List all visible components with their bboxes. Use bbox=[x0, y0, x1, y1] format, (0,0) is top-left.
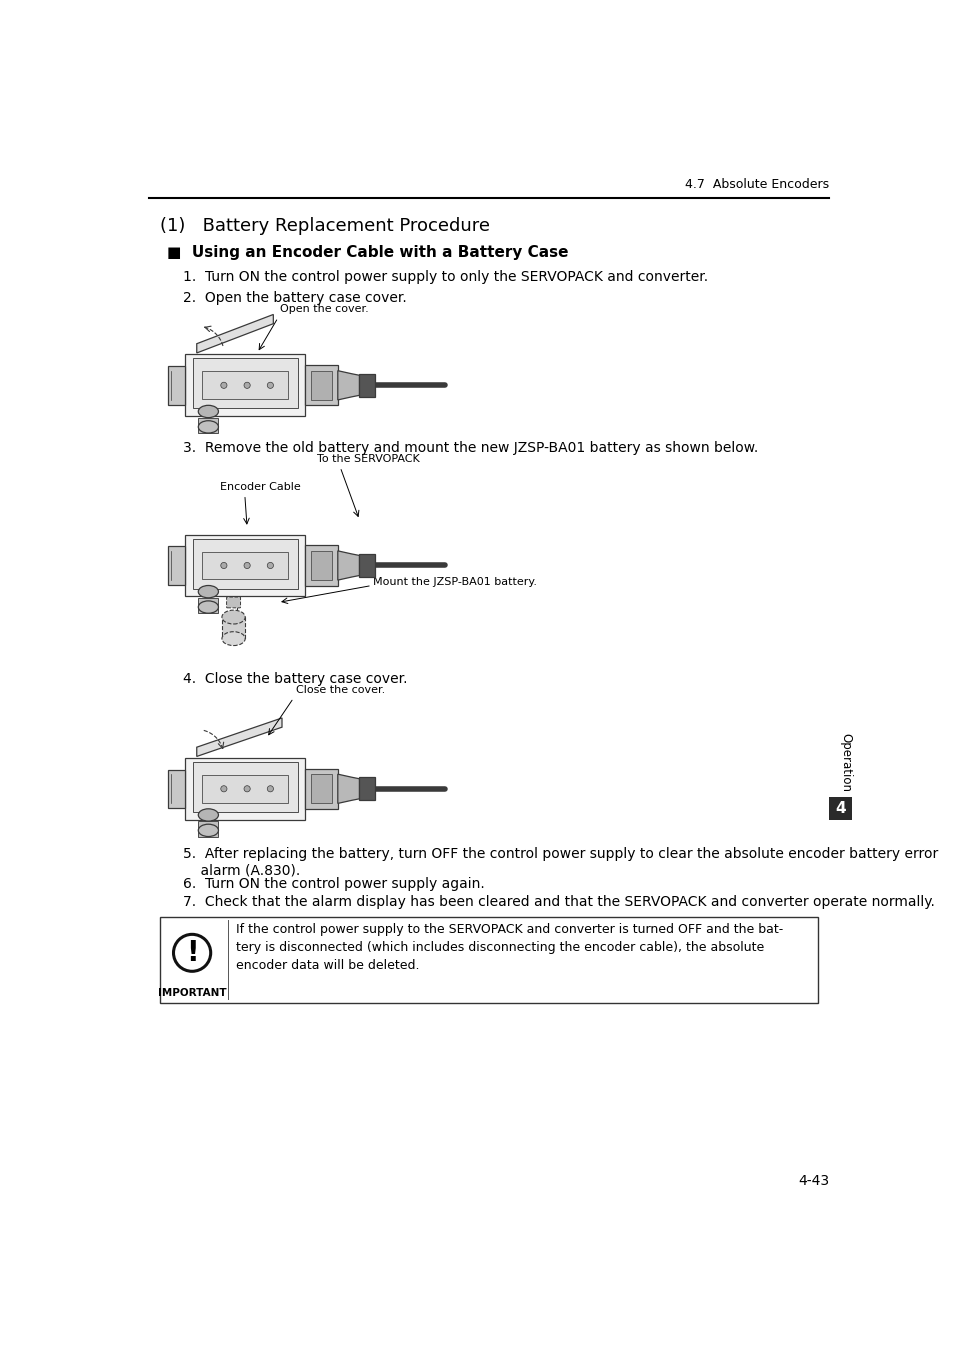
Ellipse shape bbox=[198, 601, 218, 613]
FancyBboxPatch shape bbox=[305, 545, 337, 586]
Polygon shape bbox=[337, 551, 359, 580]
FancyBboxPatch shape bbox=[185, 535, 305, 597]
Polygon shape bbox=[337, 371, 359, 400]
Text: 4-43: 4-43 bbox=[798, 1173, 828, 1188]
FancyBboxPatch shape bbox=[202, 371, 288, 400]
Circle shape bbox=[267, 382, 274, 389]
Polygon shape bbox=[196, 315, 274, 352]
Text: 3.  Remove the old battery and mount the new JZSP-BA01 battery as shown below.: 3. Remove the old battery and mount the … bbox=[183, 440, 758, 455]
Text: If the control power supply to the SERVOPACK and converter is turned OFF and the: If the control power supply to the SERVO… bbox=[235, 923, 781, 972]
FancyBboxPatch shape bbox=[828, 798, 852, 821]
Text: (1)   Battery Replacement Procedure: (1) Battery Replacement Procedure bbox=[159, 217, 489, 235]
Circle shape bbox=[244, 563, 250, 568]
Text: 1.  Turn ON the control power supply to only the SERVOPACK and converter.: 1. Turn ON the control power supply to o… bbox=[183, 270, 707, 284]
FancyBboxPatch shape bbox=[193, 539, 297, 589]
Ellipse shape bbox=[198, 421, 218, 433]
FancyBboxPatch shape bbox=[305, 768, 337, 809]
FancyBboxPatch shape bbox=[193, 358, 297, 409]
Ellipse shape bbox=[198, 405, 218, 417]
FancyBboxPatch shape bbox=[198, 598, 218, 613]
Text: 2.  Open the battery case cover.: 2. Open the battery case cover. bbox=[183, 292, 406, 305]
Text: 4.7  Absolute Encoders: 4.7 Absolute Encoders bbox=[684, 178, 828, 192]
FancyBboxPatch shape bbox=[311, 371, 332, 400]
Text: Close the cover.: Close the cover. bbox=[295, 684, 385, 695]
FancyBboxPatch shape bbox=[168, 547, 185, 585]
Text: To the SERVOPACK: To the SERVOPACK bbox=[316, 454, 419, 464]
FancyBboxPatch shape bbox=[185, 355, 305, 416]
FancyBboxPatch shape bbox=[311, 774, 332, 803]
Ellipse shape bbox=[222, 632, 245, 645]
Text: !: ! bbox=[186, 938, 198, 967]
FancyBboxPatch shape bbox=[198, 417, 218, 433]
FancyBboxPatch shape bbox=[193, 761, 297, 811]
FancyBboxPatch shape bbox=[159, 917, 818, 1003]
FancyBboxPatch shape bbox=[202, 552, 288, 579]
Ellipse shape bbox=[222, 610, 245, 624]
FancyBboxPatch shape bbox=[185, 757, 305, 819]
Bar bbox=[222, 617, 245, 639]
Circle shape bbox=[220, 382, 227, 389]
Circle shape bbox=[267, 786, 274, 792]
Circle shape bbox=[220, 786, 227, 792]
Ellipse shape bbox=[198, 809, 218, 821]
Text: IMPORTANT: IMPORTANT bbox=[157, 988, 226, 998]
Text: ■  Using an Encoder Cable with a Battery Case: ■ Using an Encoder Cable with a Battery … bbox=[167, 246, 568, 261]
FancyBboxPatch shape bbox=[202, 775, 288, 803]
Text: 4: 4 bbox=[835, 802, 845, 817]
Text: 7.  Check that the alarm display has been cleared and that the SERVOPACK and con: 7. Check that the alarm display has been… bbox=[183, 895, 934, 909]
Text: Operation: Operation bbox=[838, 733, 851, 792]
FancyBboxPatch shape bbox=[168, 366, 185, 405]
FancyBboxPatch shape bbox=[168, 769, 185, 809]
Circle shape bbox=[244, 786, 250, 792]
Text: 6.  Turn ON the control power supply again.: 6. Turn ON the control power supply agai… bbox=[183, 876, 484, 891]
Ellipse shape bbox=[198, 586, 218, 598]
Circle shape bbox=[220, 563, 227, 568]
FancyBboxPatch shape bbox=[359, 374, 375, 397]
Ellipse shape bbox=[198, 825, 218, 837]
FancyBboxPatch shape bbox=[305, 366, 337, 405]
Polygon shape bbox=[196, 718, 282, 756]
FancyBboxPatch shape bbox=[311, 551, 332, 580]
FancyBboxPatch shape bbox=[227, 597, 240, 608]
Circle shape bbox=[267, 563, 274, 568]
Text: Open the cover.: Open the cover. bbox=[280, 305, 369, 315]
Circle shape bbox=[173, 934, 211, 971]
Text: Encoder Cable: Encoder Cable bbox=[220, 482, 300, 491]
FancyBboxPatch shape bbox=[359, 778, 375, 801]
Polygon shape bbox=[337, 774, 359, 803]
Circle shape bbox=[244, 382, 250, 389]
Text: 5.  After replacing the battery, turn OFF the control power supply to clear the : 5. After replacing the battery, turn OFF… bbox=[183, 848, 937, 878]
Text: 4.  Close the battery case cover.: 4. Close the battery case cover. bbox=[183, 672, 407, 686]
FancyBboxPatch shape bbox=[359, 554, 375, 576]
Text: Mount the JZSP-BA01 battery.: Mount the JZSP-BA01 battery. bbox=[373, 576, 537, 587]
FancyBboxPatch shape bbox=[198, 821, 218, 837]
